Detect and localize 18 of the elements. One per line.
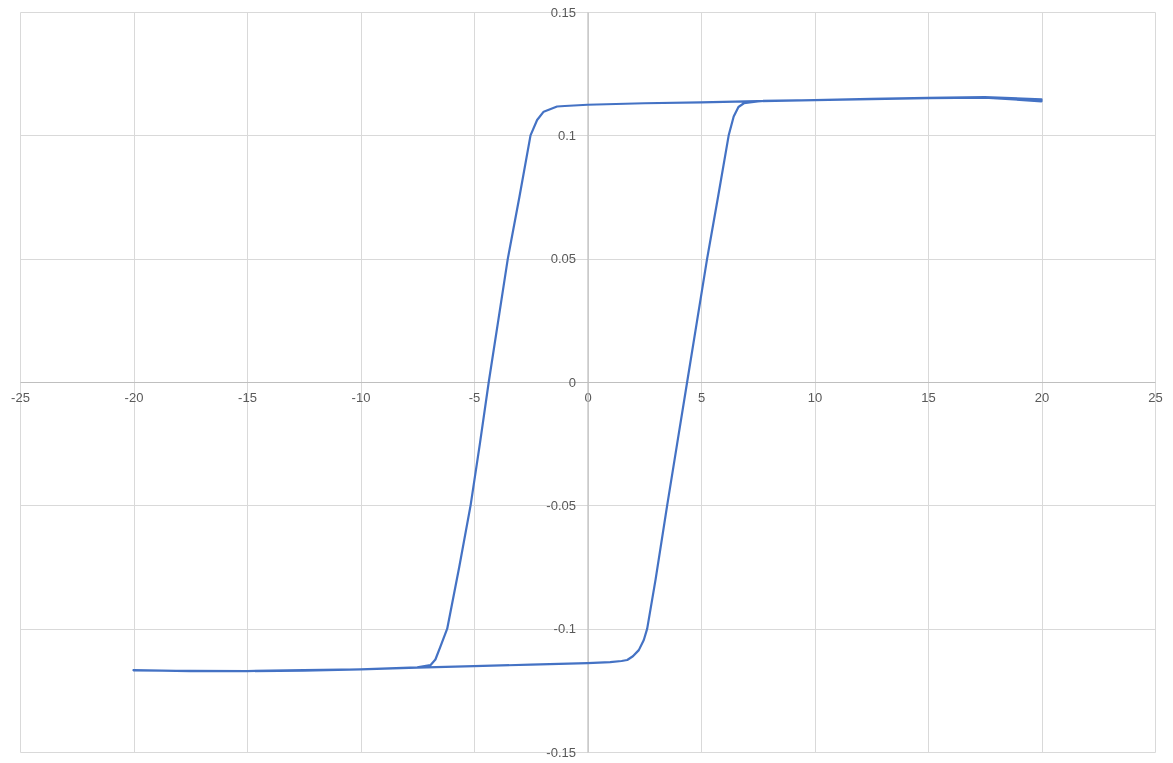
x-tick-label: -10: [351, 389, 371, 405]
y-tick-label: 0.15: [550, 4, 576, 20]
y-tick-label: -0.15: [546, 744, 576, 760]
y-tick-label: 0: [568, 374, 576, 390]
x-tick-label: 5: [697, 389, 706, 405]
x-tick-label: 20: [1034, 389, 1050, 405]
y-tick-label: 0.1: [557, 127, 576, 143]
x-tick-label: -15: [238, 389, 257, 405]
y-tick-label: -0.1: [553, 621, 576, 637]
x-tick-label: 0: [584, 389, 592, 405]
y-tick-label: -0.05: [546, 497, 576, 513]
x-tick-label: -20: [124, 389, 144, 405]
x-tick-label: 15: [921, 389, 936, 405]
x-tick-label: 10: [807, 389, 823, 405]
y-tick-label: 0.05: [550, 251, 576, 267]
x-tick-label: 25: [1148, 389, 1163, 405]
x-tick-label: -5: [468, 389, 481, 405]
x-tick-label: -25: [11, 389, 30, 405]
